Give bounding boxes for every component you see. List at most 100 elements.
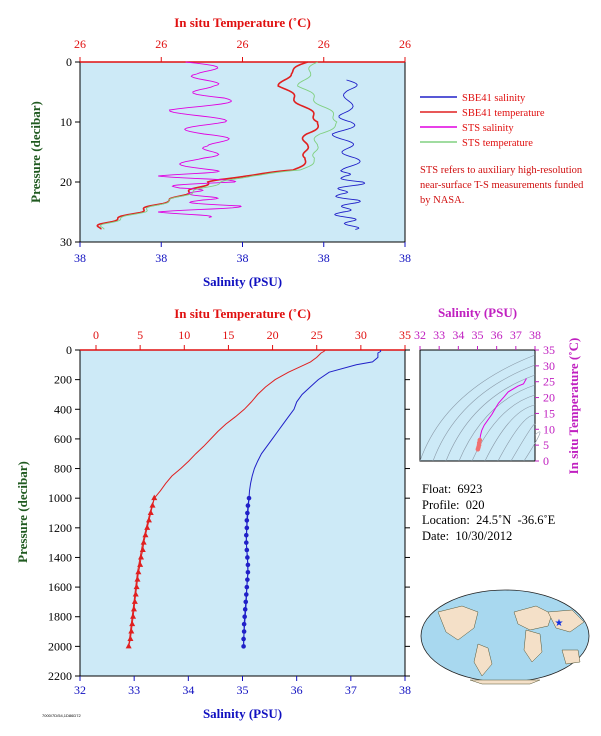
density-contour (510, 423, 536, 462)
main-y-tick-label: 1000 (48, 491, 72, 505)
temperature-marker (133, 583, 140, 590)
salinity-marker (243, 599, 249, 605)
salinity-marker (244, 584, 250, 590)
salinity-marker (245, 510, 250, 516)
top-sal-tick-label: 38 (155, 251, 167, 265)
ts-sal-tick-label: 33 (433, 328, 445, 342)
main-temp-tick-label: 30 (355, 328, 367, 342)
salinity-marker (245, 555, 250, 560)
main-sal-tick-label: 38 (399, 683, 411, 697)
salinity-marker (246, 495, 252, 501)
temperature-marker (142, 531, 149, 538)
top-temp-tick-label: 26 (318, 37, 330, 51)
temperature-marker (145, 516, 152, 523)
temperature-marker (139, 546, 146, 553)
main-plot-area (79, 349, 406, 677)
salinity-marker (241, 636, 246, 642)
salinity-marker (245, 577, 250, 582)
main-y-tick-label: 1200 (48, 521, 72, 535)
main-temp-axis-title: In situ Temperature (˚C) (174, 306, 311, 321)
temperature-marker (134, 576, 141, 582)
main-temp-tick-label: 0 (93, 328, 99, 342)
sts-note: STS refers to auxiliary high-resolution … (420, 165, 584, 206)
main-sal-tick-label: 36 (291, 683, 303, 697)
ts-temp-tick-label: 20 (543, 391, 555, 405)
map-landmass (469, 679, 541, 685)
salinity-marker (241, 629, 247, 634)
ts-sal-tick-label: 32 (414, 328, 426, 342)
map-landmass (561, 649, 581, 665)
top-sal-tick-label: 38 (399, 251, 411, 265)
footer-code: 7000/7D/54,1D86D72 (42, 713, 81, 718)
main-sal-tick-label: 37 (345, 683, 357, 697)
main-y-tick-label: 2200 (48, 669, 72, 683)
density-contour (432, 364, 536, 462)
profile-number: Profile: 020 (422, 497, 485, 512)
top-temp-tick-label: 26 (155, 37, 167, 51)
salinity-marker (245, 503, 251, 508)
salinity-marker (242, 614, 247, 620)
top-series-line (96, 61, 320, 230)
legend-label: STS salinity (462, 123, 514, 134)
temperature-marker (151, 494, 158, 501)
density-contour (523, 431, 541, 462)
ts-sal-tick-label: 36 (491, 328, 503, 342)
ts-temp-tick-label: 35 (543, 343, 555, 357)
density-contour (497, 414, 536, 462)
salinity-marker (243, 532, 249, 538)
legend-label: SBE41 temperature (462, 108, 545, 119)
legend-label: SBE41 salinity (462, 93, 526, 104)
ts-marker (475, 446, 481, 452)
temperature-marker (130, 605, 137, 612)
temperature-marker (144, 524, 151, 530)
density-contour (445, 374, 536, 462)
ts-sal-axis-title: Salinity (PSU) (438, 305, 517, 320)
ts-temp-tick-label: 30 (543, 359, 555, 373)
salinity-marker (243, 592, 249, 597)
ts-sal-tick-label: 38 (529, 328, 541, 342)
main-y-tick-label: 600 (54, 432, 72, 446)
top-y-tick-label: 0 (66, 55, 72, 69)
main-temp-tick-label: 35 (399, 328, 411, 342)
temperature-marker (149, 502, 156, 508)
float-location-marker: ★ (555, 618, 564, 629)
salinity-marker (241, 621, 247, 627)
top-temp-axis-title: In situ Temperature (˚C) (174, 15, 311, 30)
salinity-marker (244, 518, 250, 523)
main-y-tick-label: 0 (66, 343, 72, 357)
main-sal-tick-label: 35 (237, 683, 249, 697)
top-y-axis-title: Pressure (decibar) (28, 101, 43, 203)
salinity-marker (242, 607, 248, 612)
map-landmass (437, 605, 479, 641)
top-sal-axis-title: Salinity (PSU) (203, 274, 282, 289)
top-y-tick-label: 30 (60, 235, 72, 249)
top-y-tick-label: 10 (60, 115, 72, 129)
legend-label: STS temperature (462, 138, 533, 149)
ts-temp-tick-label: 10 (543, 422, 555, 436)
ts-temp-tick-label: 15 (543, 406, 555, 420)
location: Location: 24.5˚N -36.6˚E (422, 513, 556, 527)
main-temp-tick-label: 20 (267, 328, 279, 342)
main-y-tick-label: 1600 (48, 580, 72, 594)
top-series-line (158, 61, 242, 218)
salinity-marker (245, 569, 251, 575)
map-landmass (513, 605, 553, 631)
top-temp-tick-label: 26 (399, 37, 411, 51)
salinity-marker (244, 525, 250, 531)
main-temp-tick-label: 5 (137, 328, 143, 342)
ts-sal-tick-label: 34 (452, 328, 464, 342)
density-contour (484, 404, 536, 462)
temperature-marker (128, 628, 135, 634)
salinity-marker (244, 547, 250, 553)
top-plot-area (79, 61, 406, 243)
main-sal-tick-label: 34 (182, 683, 194, 697)
temperature-marker (138, 553, 145, 560)
main-y-tick-label: 800 (54, 462, 72, 476)
temperature-marker (125, 642, 132, 649)
top-sal-tick-label: 38 (318, 251, 330, 265)
temperature-marker (127, 635, 134, 641)
main-temp-tick-label: 10 (178, 328, 190, 342)
density-contour (458, 384, 536, 462)
ts-temp-axis-title: In situ Temperature (˚C) (566, 338, 581, 475)
